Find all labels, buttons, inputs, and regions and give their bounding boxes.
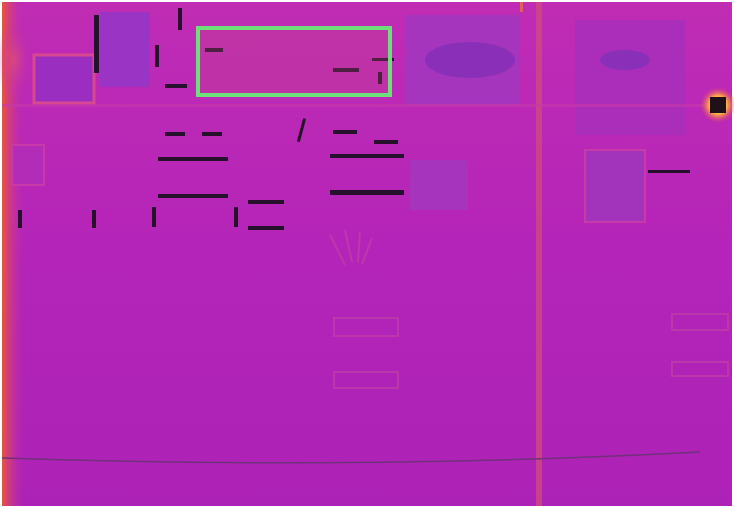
roof-seam bbox=[536, 2, 542, 506]
cable bbox=[1, 451, 701, 464]
detection-box bbox=[196, 26, 392, 97]
vent bbox=[710, 97, 726, 113]
roof-seam bbox=[2, 104, 732, 107]
dark-bars bbox=[18, 8, 690, 230]
warm-spot bbox=[0, 20, 32, 100]
faint-details bbox=[329, 229, 729, 389]
roof-seam bbox=[520, 2, 523, 12]
warm-edge bbox=[2, 2, 24, 506]
rooftop-structures bbox=[11, 12, 685, 223]
